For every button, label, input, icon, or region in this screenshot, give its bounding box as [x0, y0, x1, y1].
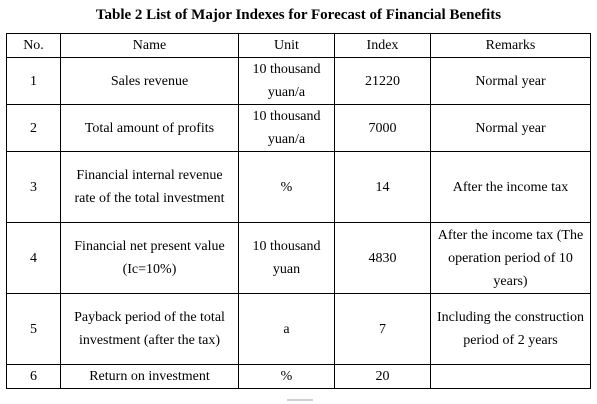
cell-index: 4830	[334, 222, 431, 294]
header-no: No.	[6, 33, 61, 58]
cell-name: Sales revenue	[60, 57, 239, 105]
table-row: 3 Financial internal revenue rate of the…	[6, 151, 591, 223]
table-row: 1 Sales revenue 10 thousand yuan/a 21220…	[6, 57, 591, 105]
header-index: Index	[334, 33, 431, 58]
cell-remarks: Including the construction period of 2 y…	[430, 293, 591, 365]
cell-name: Financial internal revenue rate of the t…	[60, 151, 239, 223]
bottom-edge-mark	[287, 399, 313, 401]
cell-index: 21220	[334, 57, 431, 105]
cell-index: 14	[334, 151, 431, 223]
cell-name: Return on investment	[60, 364, 239, 389]
cell-name: Total amount of profits	[60, 104, 239, 152]
cell-no: 3	[6, 151, 61, 223]
table-row: 4 Financial net present value (Ic=10%) 1…	[6, 222, 591, 294]
cell-remarks: After the income tax	[430, 151, 591, 223]
cell-remarks: Normal year	[430, 104, 591, 152]
cell-no: 4	[6, 222, 61, 294]
cell-unit: 10 thousand yuan	[238, 222, 335, 294]
cell-no: 2	[6, 104, 61, 152]
cell-unit: a	[238, 293, 335, 365]
header-name: Name	[60, 33, 239, 58]
cell-index: 20	[334, 364, 431, 389]
cell-name: Financial net present value (Ic=10%)	[60, 222, 239, 294]
cell-unit: 10 thousand yuan/a	[238, 57, 335, 105]
table-title: Table 2 List of Major Indexes for Foreca…	[95, 7, 502, 23]
cell-index: 7	[334, 293, 431, 365]
cell-remarks: Normal year	[430, 57, 591, 105]
cell-unit: 10 thousand yuan/a	[238, 104, 335, 152]
cell-remarks	[430, 364, 591, 389]
table-row: 5 Payback period of the total investment…	[6, 293, 591, 365]
table-row: 6 Return on investment % 20	[6, 364, 591, 389]
financial-indexes-table: No. Name Unit Index Remarks 1 Sales reve…	[6, 33, 591, 389]
cell-unit: %	[238, 364, 335, 389]
cell-index: 7000	[334, 104, 431, 152]
header-unit: Unit	[238, 33, 335, 58]
cell-no: 6	[6, 364, 61, 389]
cell-unit: %	[238, 151, 335, 223]
header-remarks: Remarks	[430, 33, 591, 58]
cell-no: 5	[6, 293, 61, 365]
table-header-row: No. Name Unit Index Remarks	[6, 33, 591, 58]
cell-no: 1	[6, 57, 61, 105]
table-row: 2 Total amount of profits 10 thousand yu…	[6, 104, 591, 152]
cell-remarks: After the income tax (The operation peri…	[430, 222, 591, 294]
cell-name: Payback period of the total investment (…	[60, 293, 239, 365]
